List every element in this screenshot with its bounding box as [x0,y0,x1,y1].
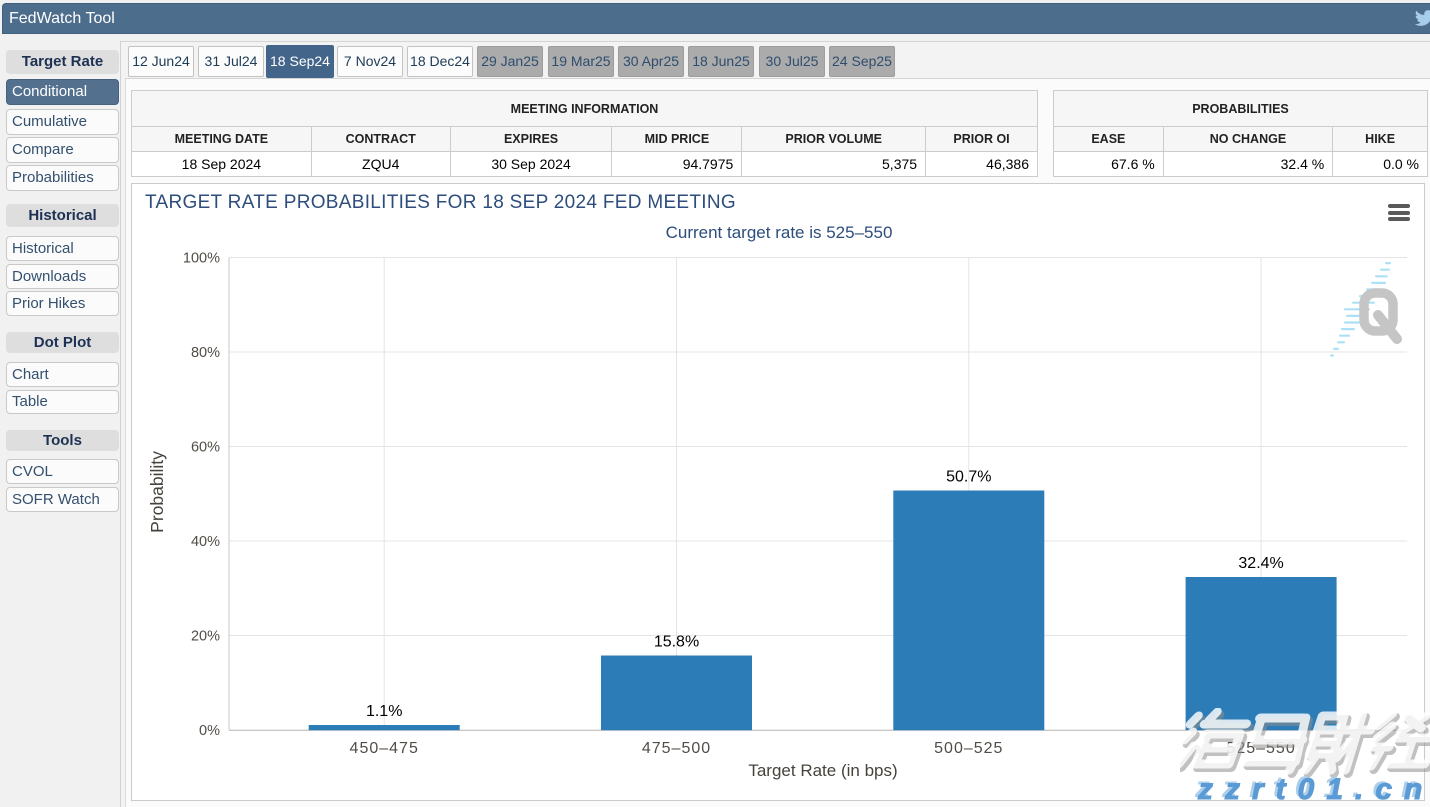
svg-text:80%: 80% [191,345,220,361]
svg-text:Probability: Probability [147,451,167,533]
svg-text:32.4%: 32.4% [1238,555,1283,572]
svg-text:475–500: 475–500 [642,740,711,757]
svg-text:500–525: 500–525 [934,740,1003,757]
svg-text:15.8%: 15.8% [654,634,699,651]
svg-text:40%: 40% [191,534,220,550]
svg-text:Target Rate (in bps): Target Rate (in bps) [748,761,897,780]
svg-text:60%: 60% [191,440,220,456]
svg-text:100%: 100% [183,251,220,267]
svg-text:1.1%: 1.1% [366,703,402,720]
svg-text:450–475: 450–475 [350,740,419,757]
svg-text:0%: 0% [199,723,220,739]
svg-text:50.7%: 50.7% [946,469,991,486]
svg-text:20%: 20% [191,629,220,645]
